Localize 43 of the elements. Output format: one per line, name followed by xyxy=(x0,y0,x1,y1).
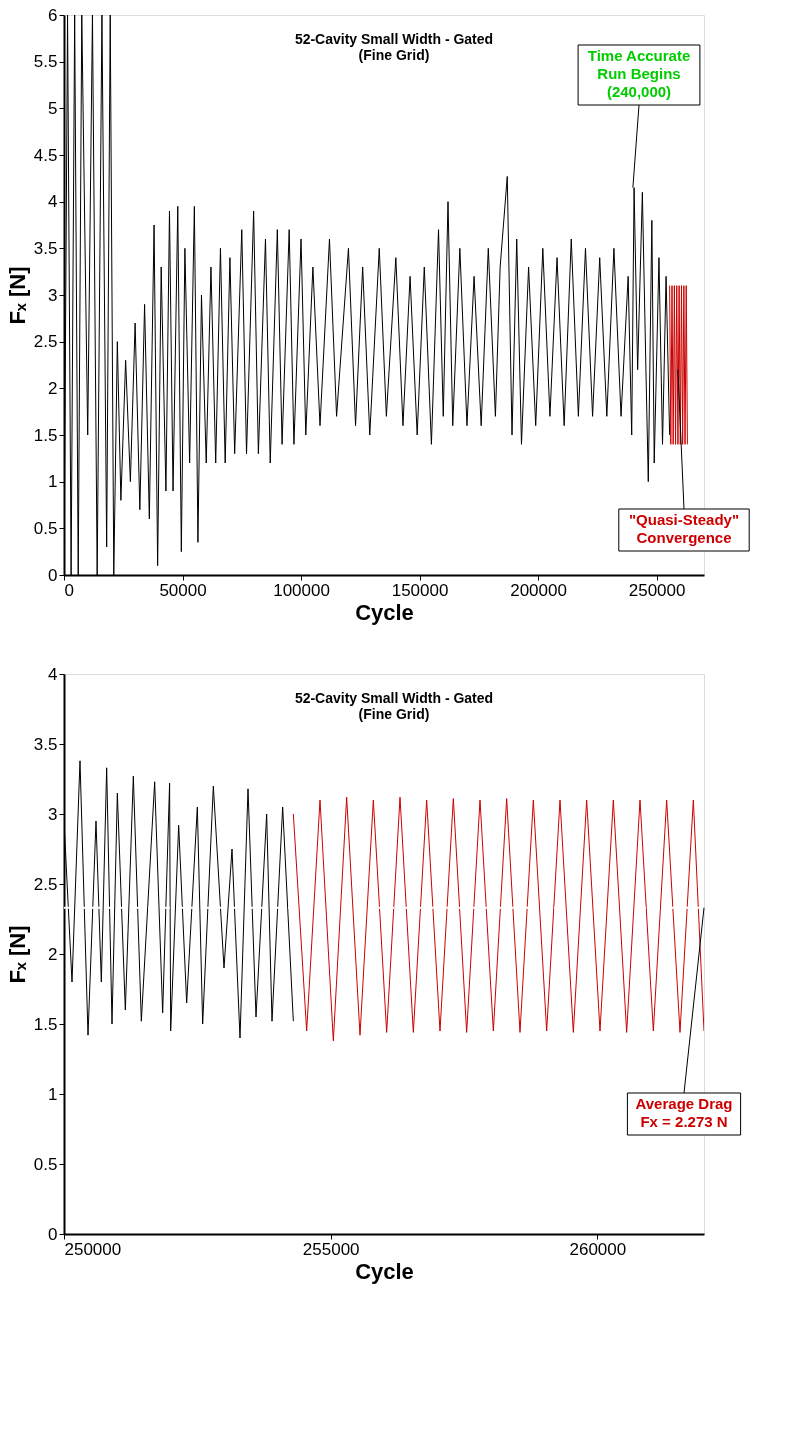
x-tick-label: 260000 xyxy=(569,1239,627,1259)
x-tick-label: 100000 xyxy=(273,580,330,600)
y-tick-label: 0 xyxy=(48,1224,58,1244)
annotation: Time Accurate Run Begins (240,000) xyxy=(587,47,691,100)
x-tick-label: 50000 xyxy=(159,580,207,600)
y-tick-label: 5.5 xyxy=(33,52,58,72)
annotation: Average Drag Fx = 2.273 N xyxy=(635,1095,733,1130)
y-tick-label: 1.5 xyxy=(33,1014,58,1034)
x-tick-label: 200000 xyxy=(510,580,567,600)
x-tick-label: 250000 xyxy=(64,1239,122,1259)
y-tick-label: 1 xyxy=(48,1084,58,1104)
y-tick-label: 4.5 xyxy=(33,145,58,165)
text: 52-Cavity Small Width - Gated xyxy=(294,690,494,706)
y-tick-label: 2.5 xyxy=(33,332,58,352)
y-tick-label: 3.5 xyxy=(33,238,58,258)
y-tick-label: 3 xyxy=(48,804,58,824)
y-tick-label: 3 xyxy=(48,285,58,305)
text: 52-Cavity Small Width - Gated xyxy=(294,31,494,47)
y-tick-label: 2 xyxy=(48,944,58,964)
y-tick-label: 0.5 xyxy=(33,518,58,538)
y-tick-label: 1.5 xyxy=(33,425,58,445)
y-tick-label: 5 xyxy=(48,98,58,118)
y-tick-label: 2.5 xyxy=(33,874,58,894)
x-tick-label: 255000 xyxy=(302,1239,360,1259)
line-series xyxy=(292,796,704,1042)
text: (Fine Grid) xyxy=(358,706,430,722)
y-tick-label: 1 xyxy=(48,472,58,492)
text: (Fine Grid) xyxy=(358,47,430,63)
y-axis-title: Fₓ [N] xyxy=(4,266,30,325)
x-tick-label: 0 xyxy=(64,580,74,600)
y-tick-label: 0 xyxy=(48,565,58,585)
y-tick-label: 4 xyxy=(48,192,58,212)
x-tick-label: 250000 xyxy=(628,580,686,600)
y-axis-title: Fₓ [N] xyxy=(4,925,30,984)
y-tick-label: 4 xyxy=(48,664,58,684)
y-tick-label: 0.5 xyxy=(33,1154,58,1174)
y-tick-label: 6 xyxy=(48,5,58,25)
x-tick-label: 150000 xyxy=(391,580,449,600)
x-axis-title: Cycle xyxy=(355,1258,414,1284)
annotation: "Quasi-Steady" Convergence xyxy=(628,511,740,546)
y-tick-label: 2 xyxy=(48,378,58,398)
y-tick-label: 3.5 xyxy=(33,734,58,754)
x-axis-title: Cycle xyxy=(355,599,414,625)
